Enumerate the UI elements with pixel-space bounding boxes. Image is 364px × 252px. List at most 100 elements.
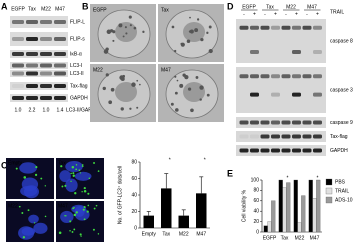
blot-band xyxy=(292,148,301,153)
blot-band xyxy=(54,20,66,24)
panel-label: D xyxy=(227,1,234,11)
blot-band xyxy=(239,148,249,153)
em-vesicle xyxy=(170,102,174,106)
gfp-dot xyxy=(72,174,75,177)
lane-label: EGFP xyxy=(11,6,25,12)
em-vesicle xyxy=(129,107,132,110)
blot-band xyxy=(271,25,280,30)
em-vesicle xyxy=(174,49,177,53)
gfp-dot xyxy=(73,228,76,231)
blot-band xyxy=(54,52,66,56)
y-tick-label: 0 xyxy=(134,225,137,231)
gfp-dot xyxy=(81,165,84,167)
em-vesicle xyxy=(182,73,186,77)
blot-label: caspase 9 xyxy=(330,120,353,126)
legend-label: TRAIL xyxy=(335,188,349,194)
gfp-dot xyxy=(64,184,67,187)
em-vesicle xyxy=(142,30,145,33)
gfp-dot xyxy=(92,228,95,231)
gfp-dot xyxy=(82,208,85,211)
bar xyxy=(286,182,291,233)
blot-band xyxy=(250,50,259,54)
blot-band xyxy=(250,134,259,139)
blot-band xyxy=(292,120,301,125)
blot-label: FLIP-s xyxy=(70,36,85,42)
blot-band xyxy=(250,120,259,125)
y-tick-label: 20 xyxy=(253,219,259,225)
blot-band xyxy=(54,63,66,68)
gfp-dot xyxy=(83,186,86,190)
blot-strip xyxy=(236,131,326,142)
blot-band xyxy=(271,92,280,97)
blot-band xyxy=(313,120,322,125)
gfp-dot xyxy=(75,211,78,214)
treatment-sign: - xyxy=(306,11,308,17)
em-vesicle xyxy=(174,91,178,95)
blot-strip xyxy=(236,145,326,156)
blot-band xyxy=(271,74,280,79)
em-vesicle xyxy=(124,26,127,29)
gfp-dot xyxy=(18,205,21,208)
gfp-dot xyxy=(21,212,24,214)
gfp-dot xyxy=(75,168,78,171)
blot-band xyxy=(313,74,322,79)
gfp-dot xyxy=(23,176,27,179)
blot-band xyxy=(271,120,280,125)
blot-band xyxy=(40,71,52,76)
bar xyxy=(161,188,172,228)
gfp-dot xyxy=(27,209,30,212)
bar xyxy=(293,179,298,233)
bar xyxy=(271,200,276,233)
blot-label: LC3-II xyxy=(70,71,84,77)
em-vesicle xyxy=(195,76,199,79)
blot-band xyxy=(12,20,24,24)
blot-band xyxy=(313,25,322,30)
em-vesicle xyxy=(174,75,177,78)
blot-band xyxy=(282,93,291,97)
ratio-label: LC3-II/GAPDH xyxy=(66,107,99,113)
em-nucleus xyxy=(183,22,205,42)
em-vesicle xyxy=(199,85,204,90)
blot-strip xyxy=(236,19,326,63)
em-vesicle xyxy=(139,83,141,86)
significance-mark: * xyxy=(317,175,319,181)
blot-band xyxy=(250,25,259,30)
blot-band xyxy=(281,25,291,30)
blot-band xyxy=(239,74,249,79)
em-vesicle xyxy=(103,49,109,54)
blot-strip xyxy=(10,70,68,77)
gfp-dot xyxy=(44,185,46,187)
nucleus xyxy=(74,171,92,181)
panel-label: A xyxy=(1,1,8,11)
ratio-value: 2.2 xyxy=(29,107,36,113)
em-vesicle xyxy=(176,79,179,82)
gfp-dot xyxy=(82,164,84,166)
blot-band xyxy=(302,74,312,79)
treatment-sign: + xyxy=(295,11,298,17)
gfp-dot xyxy=(80,235,82,237)
em-vesicle xyxy=(188,30,192,33)
x-tick-label: Tax xyxy=(281,235,289,241)
gfp-dot xyxy=(88,177,91,180)
y-tick-label: 40 xyxy=(253,209,259,215)
gfp-dot xyxy=(81,191,83,193)
blot-band xyxy=(281,120,291,125)
em-vesicle xyxy=(206,31,209,34)
em-vesicle xyxy=(208,25,212,29)
gfp-dot xyxy=(58,231,62,235)
blot-band xyxy=(54,96,66,100)
em-vesicle xyxy=(208,48,213,54)
gfp-dot xyxy=(71,231,74,233)
blot-band xyxy=(26,84,38,88)
panel-label: E xyxy=(227,168,233,178)
gfp-dot xyxy=(79,233,82,236)
blot-band xyxy=(54,71,66,76)
nucleus xyxy=(19,162,37,174)
em-nucleus xyxy=(115,82,137,102)
em-vesicle xyxy=(125,32,128,35)
blot-band xyxy=(271,50,280,54)
y-tick-label: 80 xyxy=(131,159,137,165)
significance-mark: * xyxy=(169,157,171,163)
em-vesicle xyxy=(196,18,200,21)
blot-label: GAPDH xyxy=(330,148,348,154)
